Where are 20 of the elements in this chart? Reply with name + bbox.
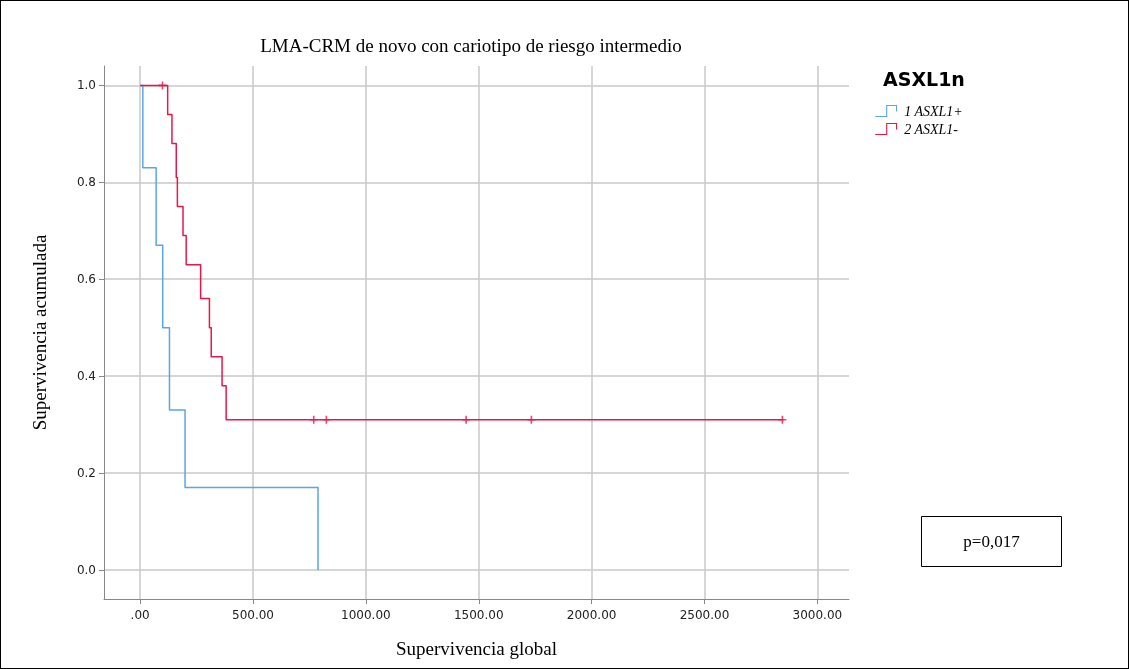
x-tick-label: 3000.00: [792, 608, 843, 622]
x-tick-label: 1000.00: [341, 608, 391, 622]
legend-label: 1 ASXL1+: [904, 103, 963, 119]
y-tick-label: 0.8: [76, 175, 96, 190]
x-tick-label: 500.00: [232, 608, 274, 622]
y-tick-label: 0.2: [76, 466, 96, 481]
text: p=0,017: [963, 532, 1021, 551]
x-tick-label: 2500.00: [679, 608, 730, 622]
x-tick-label: .00: [130, 608, 150, 622]
x-axis-title: Supervivencia global: [396, 638, 557, 659]
legend-label: 2 ASXL1-: [904, 121, 959, 137]
x-tick-label: 2000.00: [566, 608, 617, 622]
y-tick-label: 1.0: [76, 78, 96, 93]
y-tick-label: 0.6: [76, 272, 96, 287]
chart-title: LMA-CRM de novo con cariotipo de riesgo intermedio: [260, 35, 682, 56]
y-axis-title: Supervivencia acumulada: [29, 234, 50, 431]
y-tick-label: 0.0: [76, 562, 96, 577]
legend-title: ASXL1n: [883, 67, 965, 90]
y-tick-label: 0.4: [76, 369, 96, 384]
x-tick-label: 1500.00: [453, 608, 504, 622]
